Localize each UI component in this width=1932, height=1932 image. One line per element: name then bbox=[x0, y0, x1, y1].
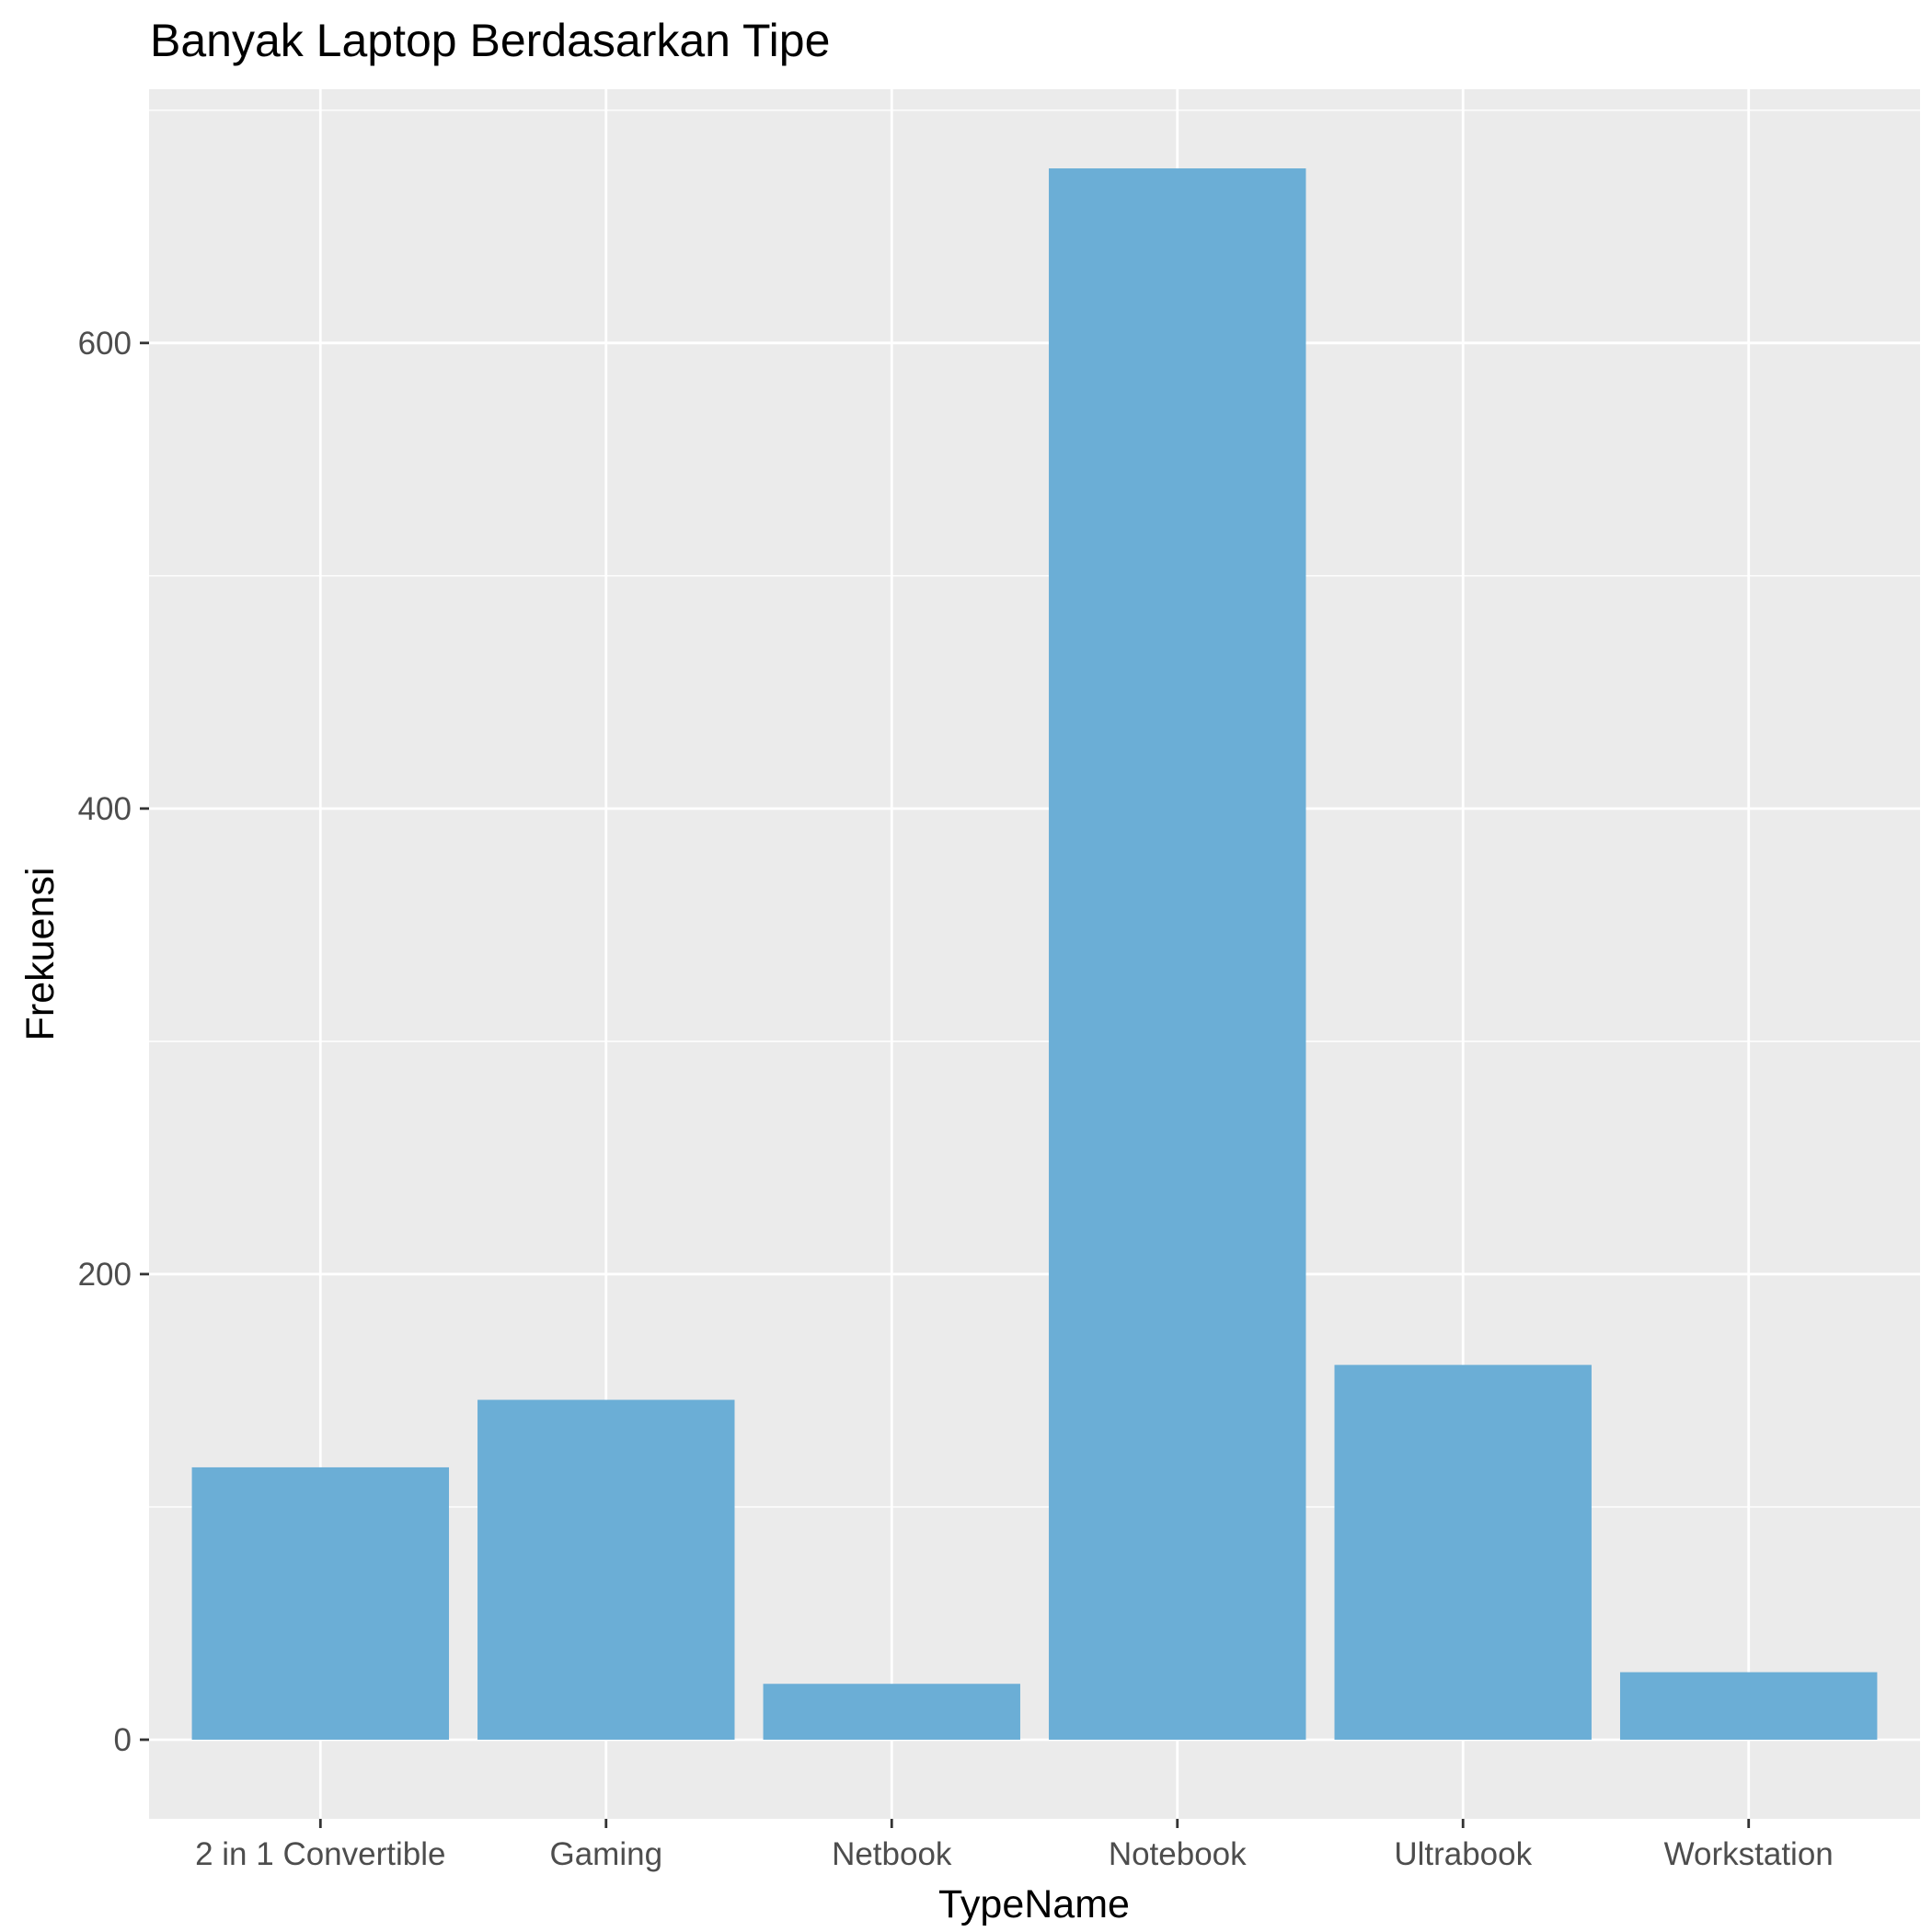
x-tick-label: 2 in 1 Convertible bbox=[195, 1836, 445, 1872]
bar bbox=[1334, 1364, 1592, 1740]
x-axis: 2 in 1 Convertible Gaming Netbook Notebook U… bbox=[195, 1819, 1834, 1872]
chart-title: Banyak Laptop Berdasarkan Tipe bbox=[150, 15, 830, 66]
x-tick-label: Ultrabook bbox=[1394, 1836, 1532, 1872]
bar bbox=[763, 1684, 1020, 1740]
y-tick-label: 400 bbox=[78, 791, 132, 827]
x-tick-label: Workstation bbox=[1664, 1836, 1834, 1872]
bar bbox=[1619, 1672, 1878, 1740]
x-tick-label: Netbook bbox=[832, 1836, 952, 1872]
x-tick-label: Gaming bbox=[549, 1836, 662, 1872]
y-axis-title: Frekuensi bbox=[18, 868, 63, 1041]
y-tick-label: 600 bbox=[78, 326, 132, 362]
bar bbox=[477, 1399, 735, 1740]
bars bbox=[191, 168, 1878, 1740]
bar bbox=[1049, 168, 1306, 1740]
x-tick-label: Notebook bbox=[1109, 1836, 1247, 1872]
bar bbox=[191, 1466, 450, 1740]
y-axis: 0 200 400 600 bbox=[78, 326, 149, 1758]
x-axis-title: TypeName bbox=[938, 1882, 1130, 1926]
y-tick-label: 0 bbox=[114, 1722, 132, 1758]
y-tick-label: 200 bbox=[78, 1257, 132, 1293]
